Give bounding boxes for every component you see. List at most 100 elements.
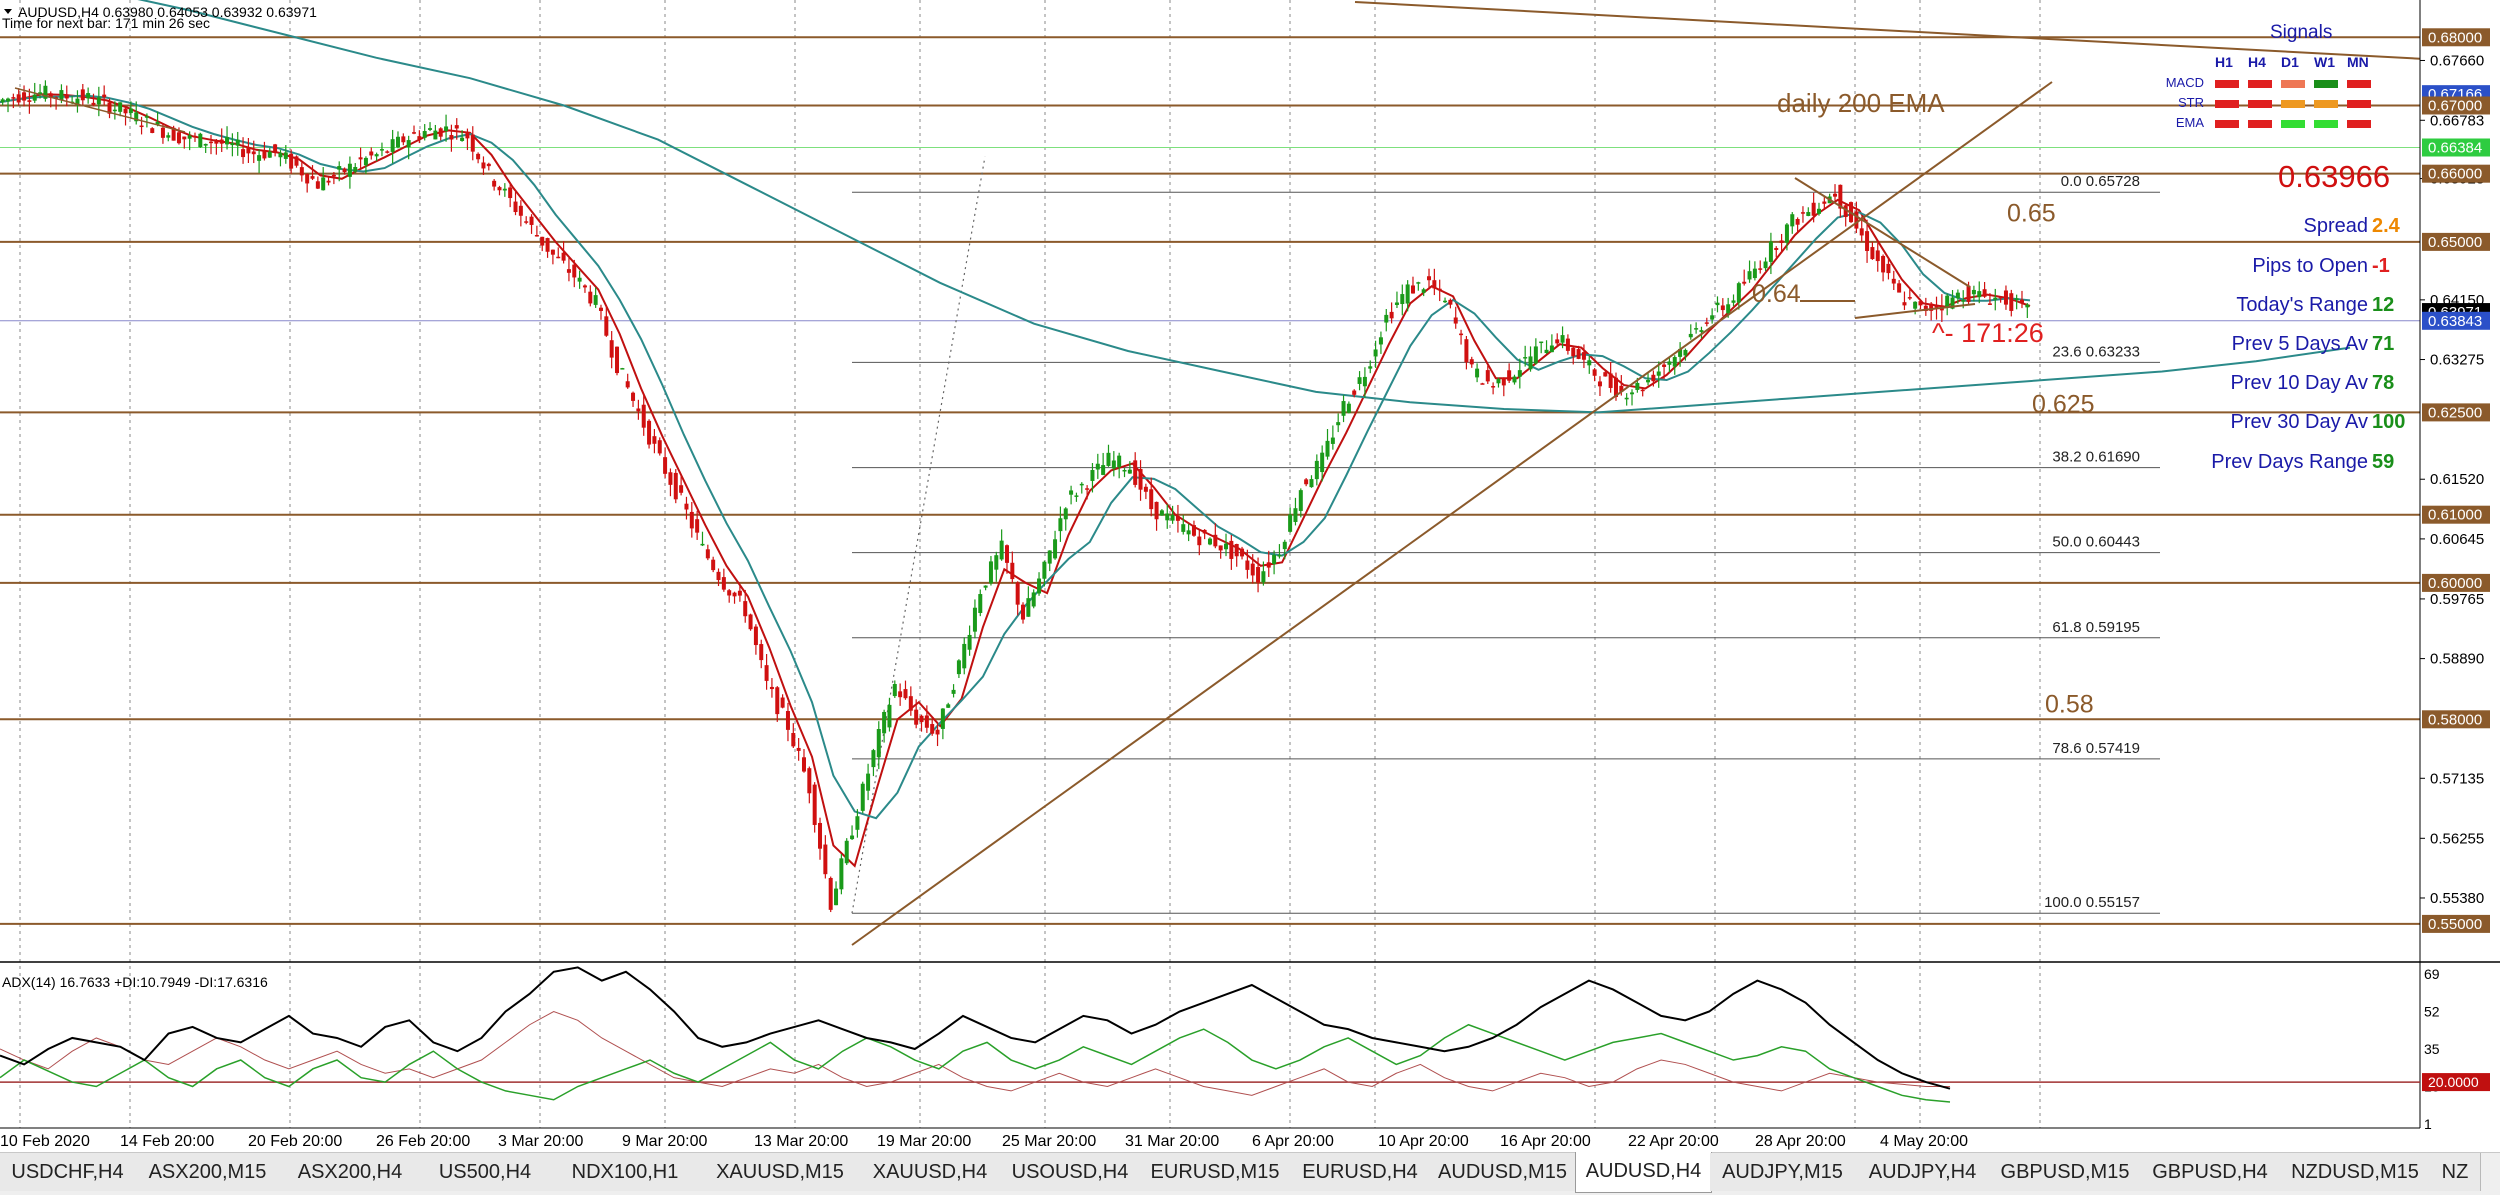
- fib-label: 0.0 0.65728: [2061, 173, 2140, 190]
- time-label: 16 Apr 20:00: [1500, 1133, 1591, 1150]
- candle-body: [700, 543, 705, 546]
- candle-body: [604, 316, 609, 336]
- candle-body: [43, 85, 48, 99]
- candle-body: [502, 188, 507, 191]
- chart-tab[interactable]: XAUUSD,M15: [700, 1153, 861, 1191]
- chart-tab[interactable]: NZ: [2430, 1153, 2481, 1191]
- candle-body: [379, 149, 384, 151]
- candle-body: [294, 156, 299, 166]
- candle-body: [689, 511, 694, 529]
- candle-body: [299, 167, 304, 176]
- candle-body: [395, 136, 400, 148]
- fibonacci-retracement[interactable]: 0.0 0.65728 23.6 0.63233 38.2 0.61690 50.0 …: [851, 156, 2160, 914]
- candle-body: [582, 285, 587, 288]
- candle-body: [209, 141, 214, 144]
- signal-indicator: [2281, 120, 2305, 128]
- candle-body: [369, 151, 374, 156]
- candle-body: [1314, 460, 1319, 480]
- adx-tick-label: 69: [2424, 966, 2440, 982]
- wedge-upper-line: [1794, 177, 1971, 288]
- candle-body: [1768, 241, 1773, 262]
- ema-fast-line: [0, 93, 2031, 868]
- chart-tab[interactable]: GBPUSD,M15: [1990, 1153, 2141, 1191]
- stat-label: Spread: [2303, 215, 2369, 237]
- signal-indicator: [2215, 120, 2239, 128]
- candle-body: [22, 92, 27, 101]
- candle-body: [1651, 374, 1656, 382]
- chart-tab[interactable]: EURUSD,H4: [1290, 1153, 1431, 1191]
- candle-body: [1929, 303, 1934, 311]
- chart-tab[interactable]: NDX100,H1: [550, 1153, 701, 1191]
- stat-value: -1: [2372, 255, 2390, 277]
- candle-body: [1154, 501, 1159, 520]
- candle-body: [342, 168, 347, 173]
- candlesticks: [0, 80, 2030, 913]
- candle-body: [326, 180, 331, 183]
- signal-column-mn: MN: [2347, 54, 2369, 70]
- candle-body: [476, 153, 481, 160]
- candle-body: [1565, 338, 1570, 351]
- chart-tab[interactable]: US500,H4: [420, 1153, 551, 1191]
- candle-body: [609, 340, 614, 358]
- price-chart[interactable]: 0.0 0.65728 23.6 0.63233 38.2 0.61690 50.0 …: [0, 0, 2500, 1152]
- candle-body: [903, 689, 908, 699]
- candle-body: [1993, 297, 1998, 300]
- candle-body: [524, 221, 529, 223]
- candle-body: [1961, 300, 1966, 302]
- candle-body: [620, 368, 625, 370]
- candle-body: [1095, 463, 1100, 470]
- candle-body: [1496, 378, 1501, 384]
- candle-body: [444, 126, 449, 132]
- candle-body: [1400, 294, 1405, 305]
- candle-body: [1133, 460, 1138, 485]
- candle-body: [577, 277, 582, 282]
- candle-body: [1042, 561, 1047, 579]
- early-trendline: [14, 87, 186, 133]
- candle-body: [1010, 562, 1015, 580]
- chart-tab[interactable]: XAUUSD,H4: [860, 1153, 1001, 1191]
- level-label: 0.64: [1752, 280, 1801, 308]
- time-label: 25 Mar 20:00: [1002, 1133, 1096, 1150]
- candle-body: [1202, 529, 1207, 534]
- candle-body: [994, 555, 999, 570]
- chart-tab[interactable]: USOUSD,H4: [1000, 1153, 1141, 1191]
- candle-body: [1224, 543, 1229, 550]
- candle-body: [1074, 495, 1079, 497]
- candle-body: [871, 750, 876, 768]
- chart-tab[interactable]: GBPUSD,H4: [2140, 1153, 2281, 1191]
- candle-body: [363, 157, 368, 166]
- chart-tab[interactable]: EURUSD,M15: [1140, 1153, 1291, 1191]
- candle-body: [1923, 305, 1928, 312]
- chart-tab[interactable]: ASX200,H4: [280, 1153, 421, 1191]
- stat-label: Prev 10 Day Av: [2230, 372, 2368, 394]
- candle-body: [935, 729, 940, 735]
- candle-body: [828, 877, 833, 910]
- stat-value: 100: [2372, 411, 2406, 433]
- candle-body: [1362, 376, 1367, 387]
- trendlines[interactable]: [14, 1, 2500, 946]
- candle-body: [1031, 592, 1036, 607]
- collapse-arrow-icon[interactable]: [4, 9, 12, 14]
- chart-tab[interactable]: AUDUSD,M15: [1430, 1153, 1576, 1191]
- candle-body: [1304, 479, 1309, 485]
- chart-tab[interactable]: AUDJPY,H4: [1855, 1153, 1991, 1191]
- chart-tab[interactable]: ASX200,M15: [135, 1153, 281, 1191]
- time-label: 3 Mar 20:00: [498, 1133, 583, 1150]
- candle-body: [486, 163, 491, 167]
- candle-body: [695, 519, 700, 533]
- candle-body: [711, 559, 716, 571]
- horizontal-levels[interactable]: [0, 36, 2420, 925]
- candle-body: [1464, 339, 1469, 363]
- chart-tab[interactable]: AUDUSD,H4: [1575, 1152, 1712, 1193]
- candle-body: [855, 816, 860, 830]
- stat-label: Pips to Open: [2252, 255, 2368, 277]
- chart-tab[interactable]: AUDJPY,M15: [1710, 1153, 1856, 1191]
- fib-label: 100.0 0.55157: [2044, 894, 2140, 911]
- chart-tab[interactable]: NZDUSD,M15: [2280, 1153, 2431, 1191]
- time-label: 13 Mar 20:00: [754, 1133, 848, 1150]
- price-box-label: 0.62500: [2428, 404, 2482, 421]
- adx-level-box-label: 20.0000: [2428, 1074, 2479, 1090]
- chart-tab[interactable]: USDCHF,H4: [0, 1153, 136, 1191]
- candle-body: [1437, 288, 1442, 291]
- candle-body: [470, 134, 475, 152]
